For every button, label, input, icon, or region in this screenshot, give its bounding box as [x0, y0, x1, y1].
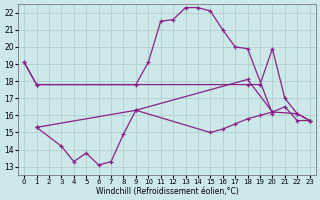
X-axis label: Windchill (Refroidissement éolien,°C): Windchill (Refroidissement éolien,°C) [96, 187, 238, 196]
